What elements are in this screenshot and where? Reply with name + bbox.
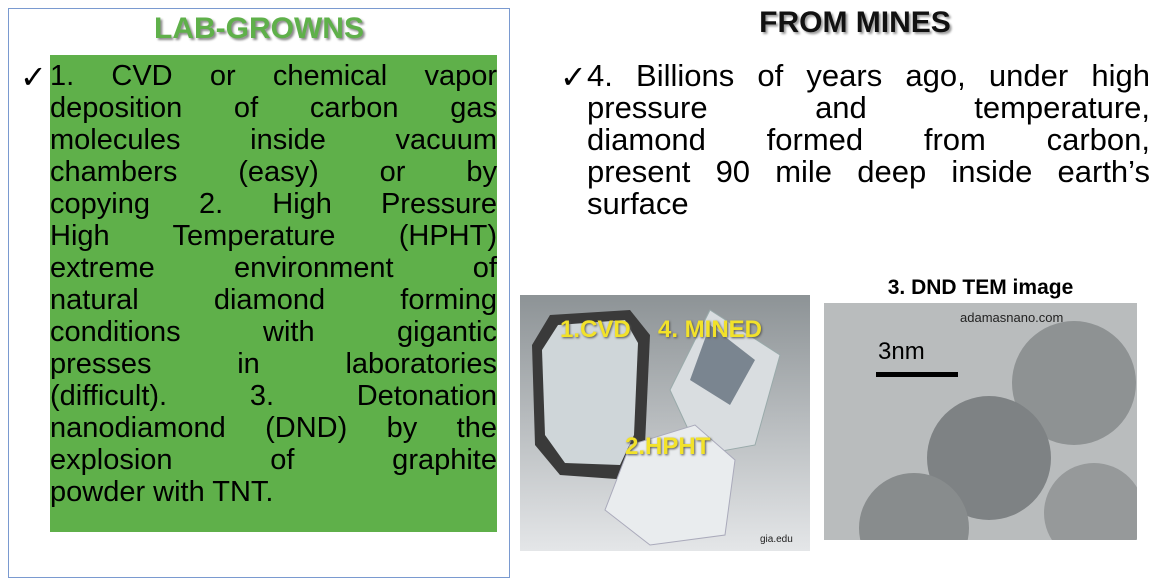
right-title: FROM MINES <box>560 6 1150 40</box>
text-line: explosion of graphite <box>50 444 497 476</box>
photo-label: 2.HPHT <box>625 433 710 461</box>
text-line: presses in laboratories <box>50 348 497 380</box>
text-line: extreme environment of <box>50 252 497 284</box>
bullet: ✓ <box>20 58 47 96</box>
text-line: chambers (easy) or by <box>50 156 497 188</box>
text-line: pressure and temperature, <box>587 92 1150 124</box>
slide: LAB-GROWNS ✓ 1. CVD or chemical vapordep… <box>0 0 1161 570</box>
text-line: conditions with gigantic <box>50 316 497 348</box>
text-line: powder with TNT. <box>50 476 497 508</box>
text-line: diamond formed from carbon, <box>587 124 1150 156</box>
text-line: nanodiamond (DND) by the <box>50 412 497 444</box>
text-line: (difficult). 3. Detonation <box>50 380 497 412</box>
photo-label: 1.CVD <box>560 316 631 344</box>
text-line: present 90 mile deep inside earth’s <box>587 156 1150 188</box>
text-line: 4. Billions of years ago, under high <box>587 60 1150 92</box>
tem-credit: adamasnano.com <box>960 310 1063 325</box>
text-line: deposition of carbon gas <box>50 92 497 124</box>
text-line: High Temperature (HPHT) <box>50 220 497 252</box>
left-title: LAB-GROWNS <box>8 12 510 46</box>
tem-image <box>824 303 1137 540</box>
text-line: 1. CVD or chemical vapor <box>50 60 497 92</box>
photo-credit: gia.edu <box>760 534 793 545</box>
text-line: natural diamond forming <box>50 284 497 316</box>
photo-label: 4. MINED <box>658 316 762 344</box>
text-line: surface <box>587 188 1150 220</box>
bullet: ✓ <box>560 58 587 96</box>
tem-title: 3. DND TEM image <box>824 276 1137 300</box>
scale-label: 3nm <box>878 338 925 366</box>
text-line: molecules inside vacuum <box>50 124 497 156</box>
text-line: copying 2. High Pressure <box>50 188 497 220</box>
